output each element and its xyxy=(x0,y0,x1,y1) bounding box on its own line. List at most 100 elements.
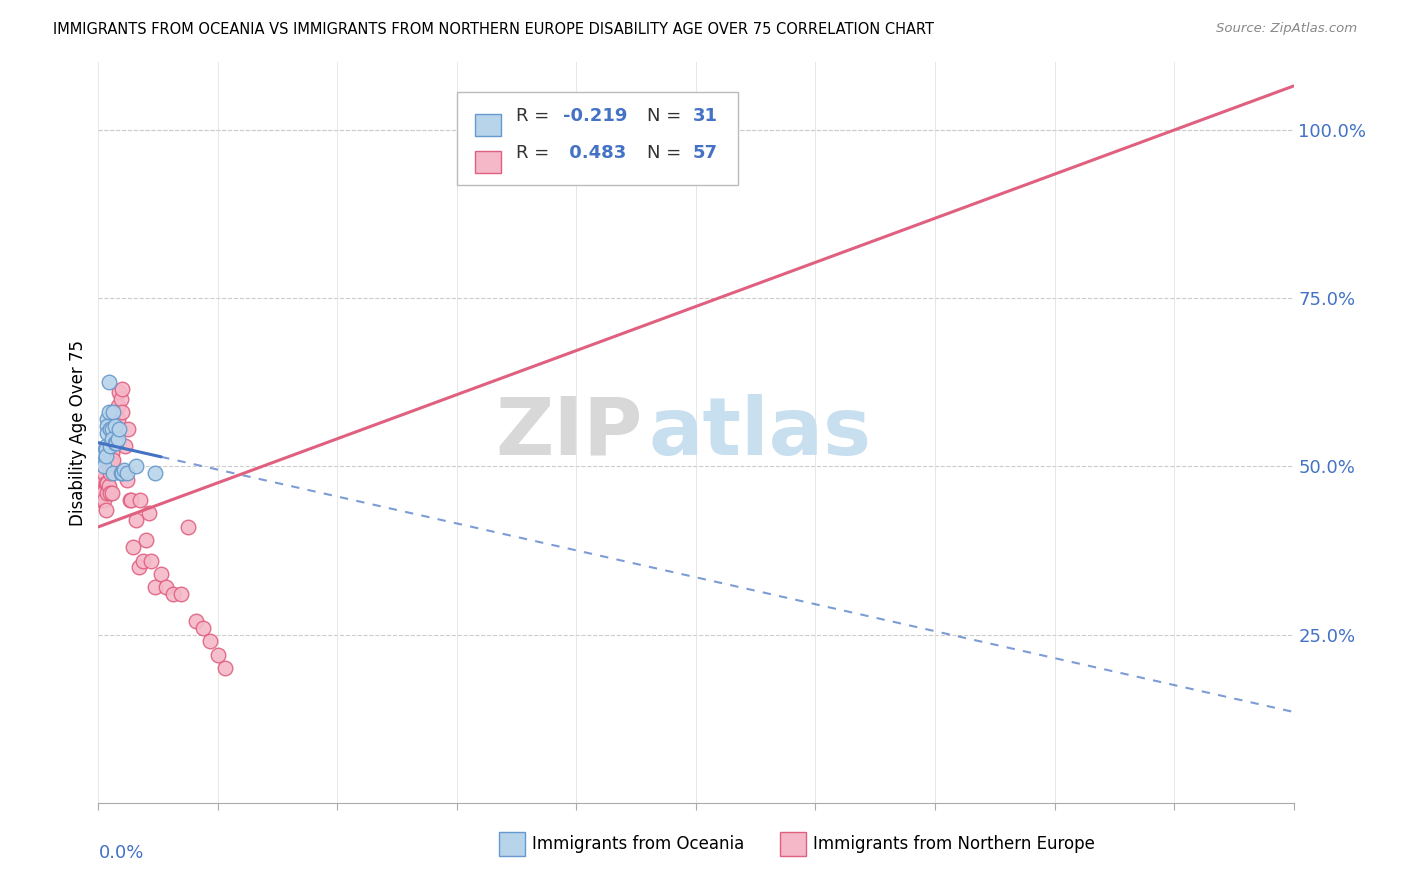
Point xyxy=(108,422,131,436)
Y-axis label: Disability Age Over 75: Disability Age Over 75 xyxy=(69,340,87,525)
Point xyxy=(90,492,112,507)
Point xyxy=(108,385,131,400)
Point xyxy=(104,435,127,450)
Point xyxy=(103,433,125,447)
Point xyxy=(98,452,122,467)
Point xyxy=(121,540,143,554)
Point xyxy=(111,466,134,480)
Point xyxy=(112,466,135,480)
Point xyxy=(94,452,117,467)
Point xyxy=(162,587,184,601)
Point xyxy=(105,435,128,450)
Point xyxy=(105,409,128,423)
Text: 0.0%: 0.0% xyxy=(98,844,143,862)
Point xyxy=(94,449,117,463)
Point xyxy=(96,452,118,467)
Text: N =: N = xyxy=(647,144,688,161)
Point xyxy=(112,462,135,476)
Point xyxy=(94,476,117,491)
Text: 0.483: 0.483 xyxy=(564,144,627,161)
Point xyxy=(111,382,134,396)
Point xyxy=(91,446,114,460)
Point xyxy=(139,553,162,567)
Text: 57: 57 xyxy=(692,144,717,161)
Point xyxy=(214,661,236,675)
Point xyxy=(129,492,152,507)
FancyBboxPatch shape xyxy=(457,92,738,185)
Point xyxy=(96,486,118,500)
Text: Immigrants from Northern Europe: Immigrants from Northern Europe xyxy=(813,835,1095,854)
Point xyxy=(96,418,118,433)
Text: 31: 31 xyxy=(692,108,717,126)
Text: N =: N = xyxy=(647,108,688,126)
Point xyxy=(91,486,114,500)
Point xyxy=(101,433,124,447)
Bar xyxy=(499,832,524,856)
Point xyxy=(103,466,125,480)
Point xyxy=(103,452,125,467)
Point xyxy=(110,466,132,480)
Point xyxy=(135,533,157,548)
Point xyxy=(114,439,136,453)
Point xyxy=(200,634,222,648)
Point xyxy=(101,446,124,460)
Point xyxy=(143,581,166,595)
Point xyxy=(94,442,117,457)
Point xyxy=(96,425,118,440)
Point xyxy=(101,456,124,470)
Bar xyxy=(475,114,501,136)
Point xyxy=(93,447,115,461)
Text: IMMIGRANTS FROM OCEANIA VS IMMIGRANTS FROM NORTHERN EUROPE DISABILITY AGE OVER 7: IMMIGRANTS FROM OCEANIA VS IMMIGRANTS FR… xyxy=(53,22,935,37)
Point xyxy=(125,513,148,527)
Text: atlas: atlas xyxy=(648,393,872,472)
Text: Immigrants from Oceania: Immigrants from Oceania xyxy=(533,835,745,854)
Point xyxy=(125,459,148,474)
Point xyxy=(120,492,142,507)
Point xyxy=(98,422,122,436)
Point xyxy=(96,476,118,491)
Point xyxy=(104,418,127,433)
Point xyxy=(169,587,191,601)
Point xyxy=(94,439,117,453)
Point xyxy=(155,581,177,595)
Point xyxy=(107,399,129,413)
Bar xyxy=(779,832,806,856)
Point xyxy=(96,412,118,426)
Point xyxy=(90,479,112,493)
Point xyxy=(97,375,120,389)
Point xyxy=(101,486,124,500)
Point xyxy=(98,466,122,480)
Point xyxy=(93,466,115,480)
Point xyxy=(117,422,139,436)
Point xyxy=(104,418,127,433)
Point xyxy=(93,446,115,460)
Point xyxy=(143,466,166,480)
Text: ZIP: ZIP xyxy=(495,393,643,472)
Point xyxy=(104,429,127,443)
Point xyxy=(118,492,141,507)
Point xyxy=(138,507,160,521)
Point xyxy=(91,449,114,463)
Point xyxy=(111,405,134,419)
Point xyxy=(207,648,229,662)
Point xyxy=(191,621,214,635)
Point xyxy=(105,429,128,443)
Point xyxy=(93,492,115,507)
Point xyxy=(132,553,155,567)
Point xyxy=(90,450,112,465)
Point xyxy=(97,479,120,493)
Text: R =: R = xyxy=(516,144,554,161)
Point xyxy=(184,614,207,628)
Text: -0.219: -0.219 xyxy=(564,108,627,126)
Point xyxy=(103,405,125,419)
Point xyxy=(128,560,150,574)
Point xyxy=(91,473,114,487)
Point xyxy=(94,503,117,517)
Bar xyxy=(475,152,501,173)
Point xyxy=(93,459,115,474)
Point xyxy=(98,439,122,453)
Point xyxy=(107,433,129,447)
Point xyxy=(97,405,120,419)
Point xyxy=(115,466,138,480)
Point xyxy=(177,520,200,534)
